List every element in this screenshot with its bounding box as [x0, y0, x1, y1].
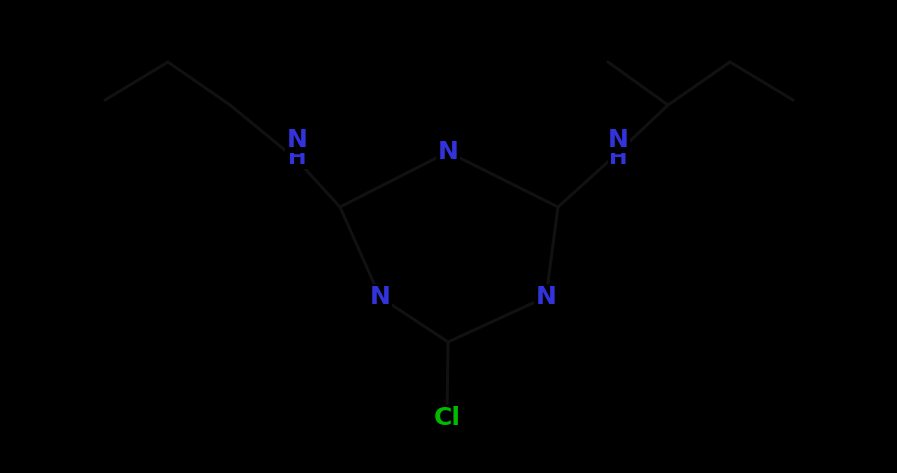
Text: H: H: [609, 148, 627, 168]
Text: N: N: [370, 285, 390, 309]
Text: Cl: Cl: [433, 406, 460, 430]
Text: N: N: [536, 285, 556, 309]
Text: H: H: [288, 148, 306, 168]
Text: N: N: [438, 140, 458, 164]
Text: N: N: [607, 128, 629, 152]
Text: N: N: [286, 128, 308, 152]
